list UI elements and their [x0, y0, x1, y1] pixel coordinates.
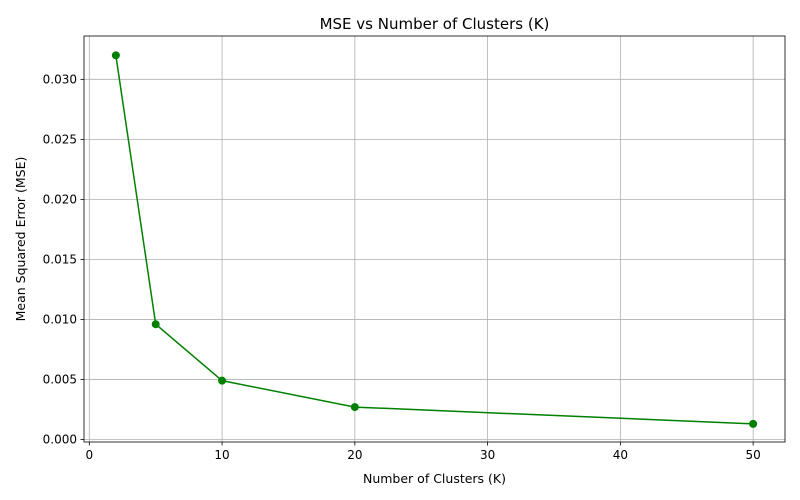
plot-background [84, 36, 785, 442]
x-tick-label: 50 [745, 448, 760, 462]
series-group [111, 51, 758, 428]
data-point [218, 376, 227, 385]
grid-lines [84, 36, 785, 442]
y-tick-label: 0.000 [43, 432, 77, 446]
y-tick-label: 0.020 [43, 192, 77, 206]
data-point [111, 51, 120, 60]
x-tick-label: 10 [214, 448, 229, 462]
axes-group: 0 10 20 30 40 50 0.000 0.005 0.010 0.015 0.020 0.02… [43, 72, 761, 462]
y-tick-label: 0.015 [43, 252, 77, 266]
chart-title: MSE vs Number of Clusters (K) [320, 15, 550, 33]
plot-frame [83, 35, 786, 443]
x-tick-label: 20 [347, 448, 362, 462]
x-tick-label: 40 [613, 448, 628, 462]
y-tick-label: 0.005 [43, 372, 77, 386]
data-point [151, 320, 160, 329]
x-tick-label: 0 [85, 448, 93, 462]
data-point [749, 419, 758, 428]
y-tick-label: 0.025 [43, 132, 77, 146]
x-tick-label: 30 [480, 448, 495, 462]
y-tick-label: 0.030 [43, 72, 77, 86]
y-axis-label: Mean Squared Error (MSE) [13, 157, 28, 322]
x-axis-label: Number of Clusters (K) [363, 471, 506, 486]
data-point [350, 403, 359, 412]
y-tick-label: 0.010 [43, 312, 77, 326]
